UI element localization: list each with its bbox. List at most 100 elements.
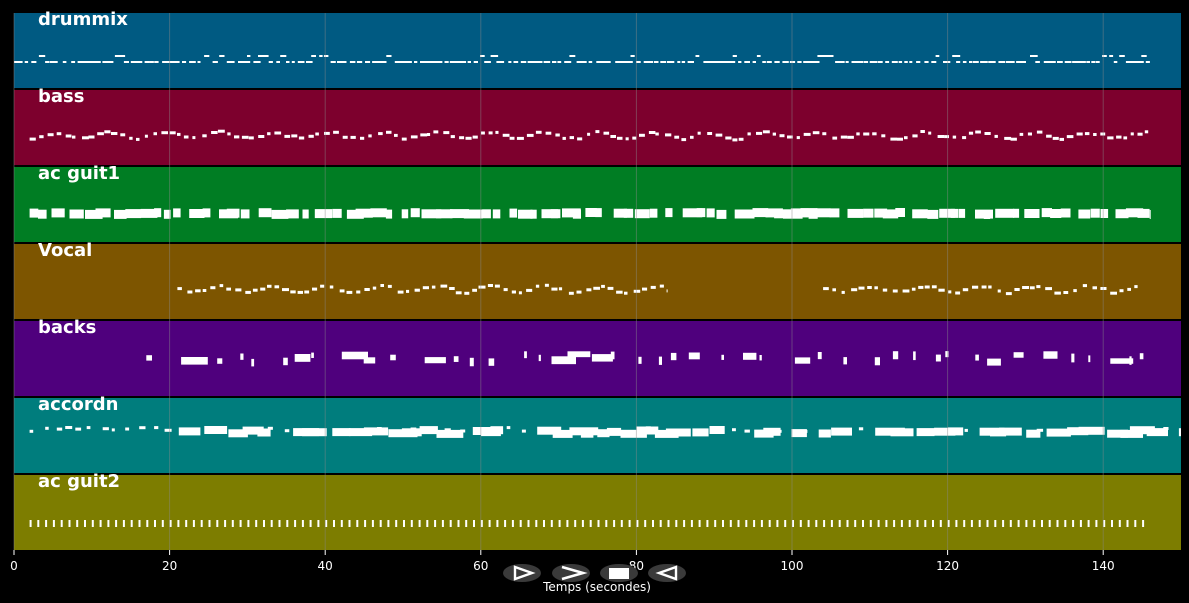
x-tick-label: 60 xyxy=(473,559,488,573)
note-mark xyxy=(410,427,417,431)
note-mark xyxy=(729,520,732,527)
note-mark xyxy=(177,520,180,527)
note-mark xyxy=(550,520,553,527)
note-mark xyxy=(964,428,968,432)
note-mark xyxy=(955,520,958,527)
note-mark xyxy=(1131,61,1138,63)
note-mark xyxy=(490,426,504,435)
note-mark xyxy=(624,291,628,295)
track-vocal[interactable]: Vocal xyxy=(14,240,1181,319)
note-mark xyxy=(286,209,299,219)
fast-forward-button[interactable] xyxy=(552,564,590,582)
note-mark xyxy=(429,61,436,63)
note-mark xyxy=(643,61,650,63)
note-mark xyxy=(760,520,763,527)
note-mark xyxy=(1036,130,1043,134)
note-mark xyxy=(297,290,303,294)
track-backs[interactable]: backs xyxy=(14,317,1181,396)
note-mark xyxy=(838,520,841,527)
note-mark xyxy=(558,520,561,527)
note-mark xyxy=(115,520,118,527)
note-mark xyxy=(1139,353,1144,360)
note-mark xyxy=(1141,55,1147,57)
stop-button[interactable] xyxy=(600,564,638,582)
track-accordn[interactable]: accordn xyxy=(14,394,1181,473)
note-mark xyxy=(607,61,611,63)
note-mark xyxy=(1076,61,1084,63)
note-mark xyxy=(1076,132,1083,136)
note-mark xyxy=(520,61,527,63)
note-mark xyxy=(144,61,150,63)
note-mark xyxy=(449,287,455,290)
track-ac-guit2[interactable]: ac guit2 xyxy=(14,471,1181,550)
track-label: backs xyxy=(38,317,96,338)
note-mark xyxy=(538,354,541,362)
track-ac-guit1[interactable]: ac guit1 xyxy=(14,163,1181,242)
note-mark xyxy=(983,210,991,219)
note-mark xyxy=(263,520,265,527)
note-mark xyxy=(274,131,282,135)
note-mark xyxy=(426,520,429,527)
note-mark xyxy=(72,135,76,139)
note-mark xyxy=(569,136,574,140)
note-mark xyxy=(973,61,979,63)
note-mark xyxy=(208,520,211,527)
note-mark xyxy=(1052,136,1059,140)
x-tick-label: 40 xyxy=(318,559,333,573)
note-mark xyxy=(286,61,290,63)
note-mark xyxy=(944,135,949,139)
note-mark xyxy=(1144,130,1149,134)
note-mark xyxy=(410,520,413,527)
track-drummix[interactable]: drummix xyxy=(14,9,1181,88)
note-mark xyxy=(1116,135,1122,139)
note-mark xyxy=(114,209,127,219)
track-bass[interactable]: bass xyxy=(14,86,1181,165)
note-mark xyxy=(146,355,152,361)
note-mark xyxy=(808,209,818,219)
note-mark xyxy=(652,520,654,527)
note-mark xyxy=(856,132,860,136)
note-mark xyxy=(245,290,251,294)
note-mark xyxy=(655,132,659,136)
note-mark xyxy=(932,520,934,527)
note-mark xyxy=(970,520,973,527)
note-mark xyxy=(481,131,485,135)
note-mark xyxy=(799,520,802,527)
note-mark xyxy=(638,356,642,364)
note-mark xyxy=(613,208,627,218)
note-mark xyxy=(107,61,114,63)
note-mark xyxy=(461,61,467,63)
note-mark xyxy=(339,289,345,293)
note-mark xyxy=(1026,429,1041,438)
note-mark xyxy=(298,136,305,140)
play-button[interactable] xyxy=(503,564,541,582)
note-mark xyxy=(286,520,289,527)
note-mark xyxy=(900,520,903,527)
note-mark xyxy=(962,288,969,292)
note-mark xyxy=(706,520,709,527)
note-mark xyxy=(1127,287,1131,291)
note-mark xyxy=(1137,208,1150,218)
note-mark xyxy=(346,209,364,219)
note-mark xyxy=(1109,55,1114,57)
note-mark xyxy=(807,520,810,527)
note-mark xyxy=(114,55,122,57)
note-mark xyxy=(1035,61,1040,63)
note-mark xyxy=(566,520,569,527)
note-mark xyxy=(192,520,195,527)
rewind-button[interactable] xyxy=(648,564,686,582)
note-mark xyxy=(956,61,961,63)
note-mark xyxy=(154,208,162,218)
note-mark xyxy=(912,134,918,138)
note-mark xyxy=(792,520,794,527)
note-mark xyxy=(45,61,50,63)
track-band xyxy=(14,90,1181,165)
note-mark xyxy=(333,520,335,527)
note-mark xyxy=(1078,209,1091,219)
note-mark xyxy=(47,133,54,137)
note-mark xyxy=(1092,286,1097,290)
note-mark xyxy=(123,61,129,63)
note-mark xyxy=(153,132,157,136)
note-mark xyxy=(665,428,691,437)
note-mark xyxy=(766,61,772,63)
